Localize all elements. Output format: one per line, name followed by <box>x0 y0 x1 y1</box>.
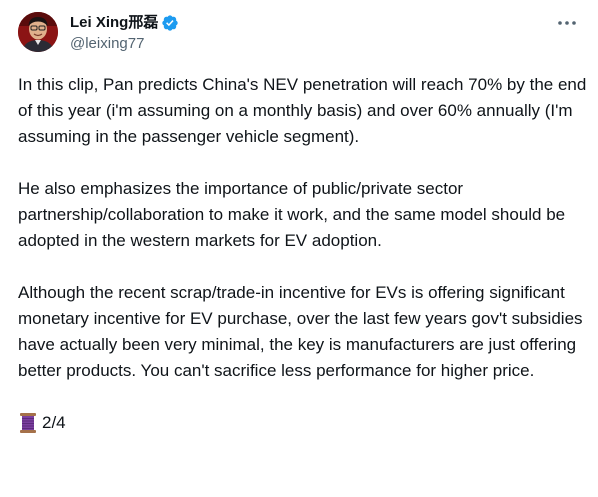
profile-photo <box>18 12 58 52</box>
tweet-paragraph: He also emphasizes the importance of pub… <box>18 179 566 250</box>
thread-spool-icon <box>18 412 38 434</box>
verified-badge-icon[interactable] <box>161 14 179 32</box>
tweet-paragraph: In this clip, Pan predicts China's NEV p… <box>18 75 587 146</box>
tweet-header: Lei Xing邢磊 @leixing77 <box>18 12 582 60</box>
author-handle[interactable]: @leixing77 <box>70 35 145 52</box>
thread-marker: 2/4 <box>18 410 582 436</box>
author-display-name[interactable]: Lei Xing邢磊 <box>70 14 159 31</box>
thread-position: 2/4 <box>42 413 66 432</box>
name-row: Lei Xing邢磊 <box>70 13 179 33</box>
tweet-text: In this clip, Pan predicts China's NEV p… <box>18 72 588 384</box>
more-options-icon[interactable] <box>556 15 578 31</box>
avatar[interactable] <box>18 12 58 52</box>
tweet-paragraph: Although the recent scrap/trade-in incen… <box>18 283 583 380</box>
author-names: Lei Xing邢磊 @leixing77 <box>70 13 179 54</box>
